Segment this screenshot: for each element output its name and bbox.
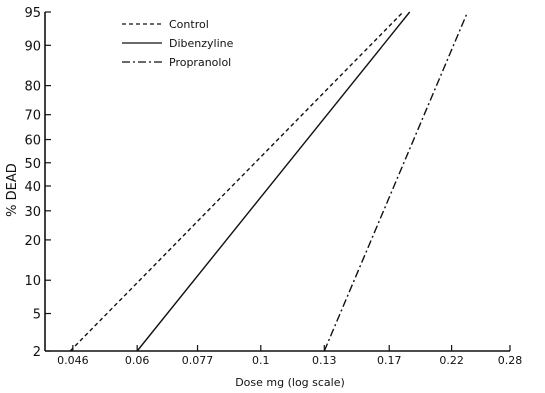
x-tick-label: 0.077 <box>182 354 214 367</box>
x-tick-label: 0.28 <box>498 354 523 367</box>
y-tick-label: 30 <box>24 205 41 220</box>
y-axis: 2 5 10 20 30 40 50 60 70 80 90 95 % DEAD <box>5 6 51 360</box>
legend-label-propranolol: Propranolol <box>169 56 231 69</box>
y-tick-label: 95 <box>24 6 41 21</box>
y-tick-label: 10 <box>24 274 41 289</box>
series-lines <box>69 11 469 352</box>
y-tick-label: 70 <box>24 109 41 124</box>
x-axis: 0.046 0.06 0.077 0.1 0.13 0.17 0.22 0.28 Dose m… <box>45 345 522 389</box>
x-tick-label: 0.17 <box>377 354 402 367</box>
y-axis-label: % DEAD <box>5 163 20 217</box>
x-tick-label: 0.06 <box>125 354 150 367</box>
x-tick-label: 0.13 <box>312 354 337 367</box>
series-line-propranolol <box>323 11 469 352</box>
legend-label-dibenzyline: Dibenzyline <box>169 37 234 50</box>
legend: Control Dibenzyline Propranolol <box>122 18 234 69</box>
series-line-dibenzyline <box>136 11 411 352</box>
x-tick-label: 0.046 <box>57 354 89 367</box>
legend-label-control: Control <box>169 18 209 31</box>
y-tick-label: 90 <box>24 39 41 54</box>
y-tick-label: 80 <box>24 80 41 95</box>
x-axis-label: Dose mg (log scale) <box>235 376 345 389</box>
series-line-control <box>69 11 404 352</box>
x-tick-label: 0.1 <box>252 354 270 367</box>
y-tick-label: 50 <box>24 157 41 172</box>
y-tick-label: 2 <box>33 345 41 360</box>
y-tick-label: 5 <box>33 308 41 323</box>
y-tick-label: 40 <box>24 180 41 195</box>
y-tick-label: 20 <box>24 234 41 249</box>
x-tick-label: 0.22 <box>439 354 464 367</box>
y-tick-label: 60 <box>24 134 41 149</box>
